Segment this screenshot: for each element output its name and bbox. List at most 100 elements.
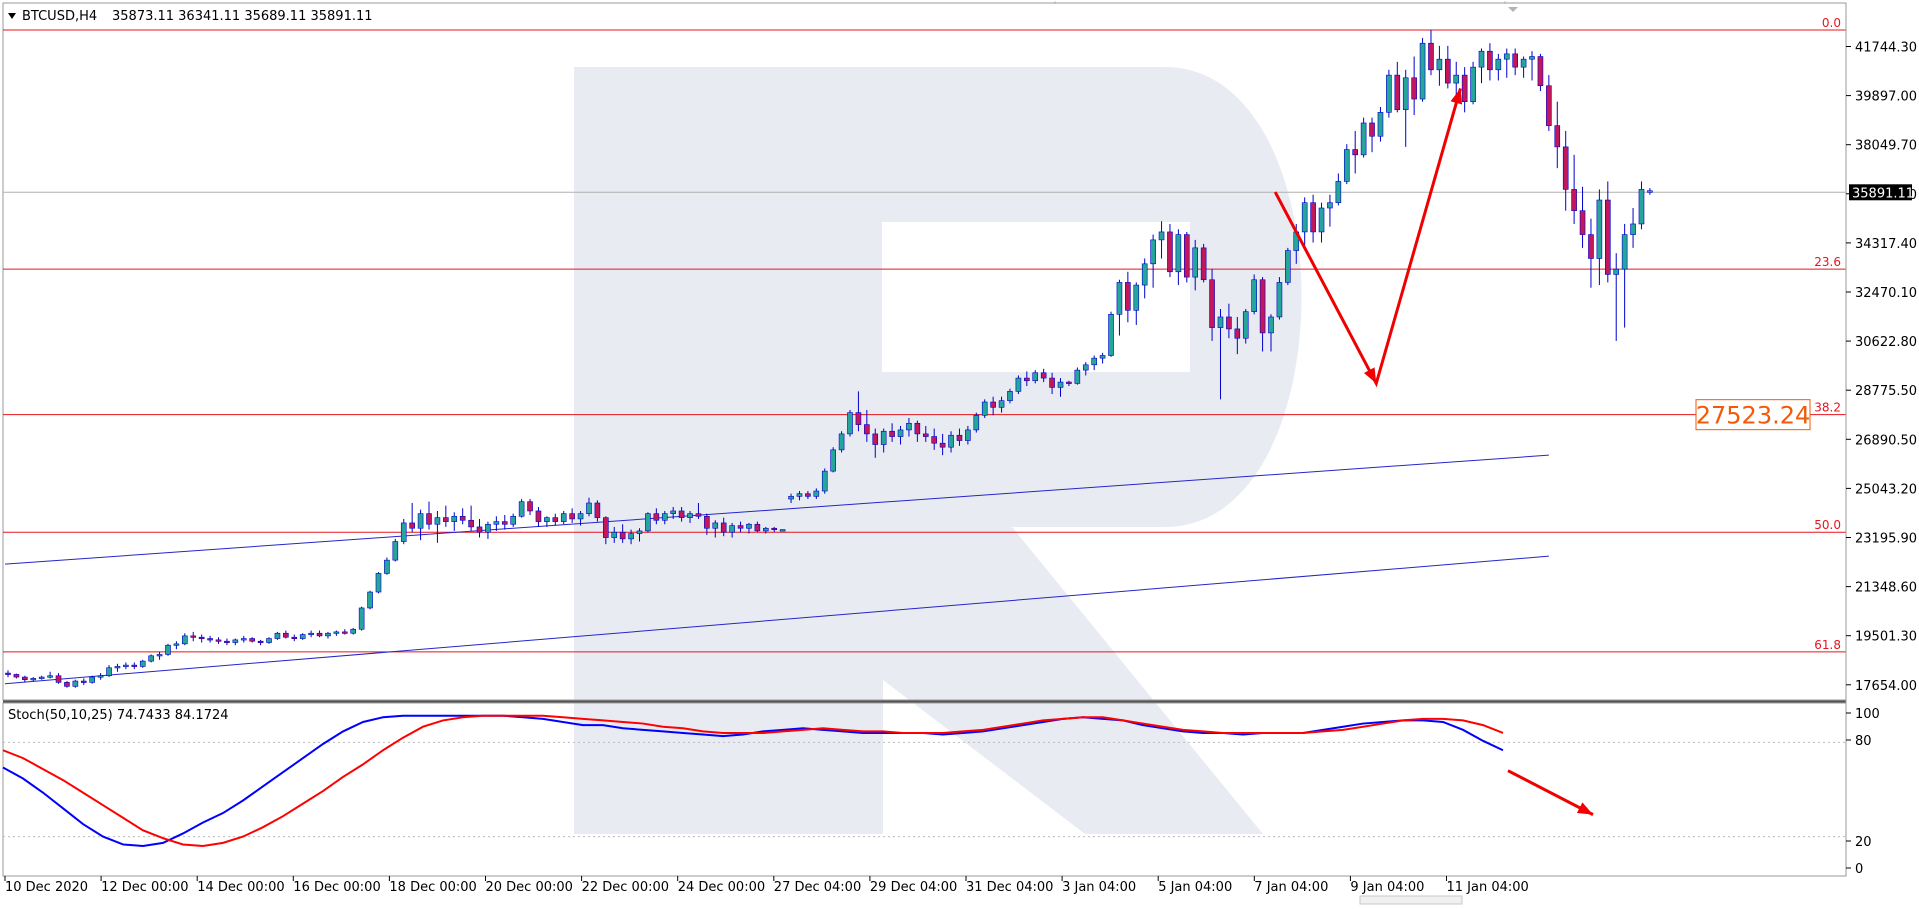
candle-body	[64, 682, 70, 687]
candle	[459, 508, 466, 525]
candle	[1327, 194, 1333, 227]
trend-channel-line	[4, 454, 1549, 565]
candle-body	[1066, 381, 1072, 384]
candle	[451, 512, 458, 531]
candle-body	[796, 493, 803, 497]
candle-body	[1226, 316, 1232, 330]
candle	[1638, 181, 1645, 230]
candle-body	[695, 513, 702, 517]
candle-body	[1478, 50, 1485, 68]
candle	[805, 491, 811, 500]
candle	[594, 500, 601, 522]
ohlc-readout: 35873.11 36341.11 35689.11 35891.11	[112, 9, 373, 24]
candle-body	[1647, 190, 1653, 193]
candle	[47, 671, 53, 679]
candle	[1394, 61, 1401, 113]
candle-body	[1613, 268, 1620, 275]
price-tick-label: 39897.00	[1855, 90, 1917, 105]
forecast-arrowhead	[1363, 367, 1377, 384]
candle	[569, 508, 575, 523]
candle-body	[628, 533, 634, 540]
candle	[880, 428, 887, 453]
time-tick-label: 5 Jan 04:00	[1158, 880, 1232, 895]
candle	[1007, 388, 1013, 404]
time-tick-label: 20 Dec 00:00	[486, 880, 573, 895]
candle-body	[299, 634, 306, 639]
time-tick-label: 31 Dec 04:00	[966, 880, 1053, 895]
candle-body	[1428, 42, 1434, 71]
candle-body	[661, 513, 668, 521]
candle	[922, 425, 929, 442]
candle	[341, 629, 348, 635]
candle	[1579, 186, 1586, 248]
candle	[89, 675, 95, 684]
candle	[80, 678, 87, 686]
candle-body	[400, 522, 407, 542]
candle-body	[973, 414, 980, 431]
candle-body	[1024, 377, 1030, 382]
candle-body	[1301, 202, 1308, 233]
candle-body	[123, 664, 129, 667]
candle	[358, 606, 365, 631]
candle-body	[847, 412, 853, 435]
candle-body	[38, 676, 45, 679]
candle	[106, 665, 112, 678]
candle	[661, 510, 668, 525]
candle-body	[1638, 189, 1645, 225]
time-tick-label: 24 Dec 00:00	[678, 880, 765, 895]
candle	[762, 526, 769, 534]
candle	[1554, 101, 1561, 169]
candle-body	[106, 667, 112, 677]
candle-body	[981, 401, 988, 416]
candle	[1386, 69, 1392, 118]
candle-body	[1091, 357, 1097, 366]
candle-body	[1621, 234, 1628, 270]
candle	[1285, 247, 1291, 286]
candle	[182, 633, 188, 646]
candle-body	[1546, 85, 1552, 126]
candle-body	[1369, 122, 1375, 137]
candle-body	[308, 632, 314, 636]
candle-body	[687, 513, 693, 518]
candle	[367, 590, 373, 610]
candle-body	[1074, 369, 1081, 384]
candle	[148, 654, 154, 663]
candle	[1049, 372, 1055, 395]
horizontal-scrollbar[interactable]	[1359, 895, 1463, 905]
candle	[704, 513, 710, 535]
candle	[1647, 188, 1653, 195]
candle	[1108, 311, 1114, 357]
candle-body	[830, 449, 836, 472]
candle	[1091, 355, 1097, 371]
candle	[1352, 130, 1358, 174]
candle-body	[805, 493, 811, 497]
candle	[207, 635, 213, 643]
candle-body	[855, 412, 862, 425]
candle-body	[97, 675, 104, 678]
candle	[1099, 352, 1106, 364]
candle	[1259, 277, 1266, 352]
candle	[788, 493, 794, 503]
fib-level-label: 23.6	[1814, 255, 1841, 269]
candle	[13, 673, 20, 679]
candle-body	[1242, 311, 1249, 339]
candle	[779, 529, 786, 532]
candle	[1015, 375, 1022, 395]
candle	[1226, 303, 1232, 339]
time-tick-label: 16 Dec 00:00	[293, 880, 380, 895]
candle-body	[1285, 250, 1291, 283]
candle	[434, 510, 441, 543]
candle	[1495, 53, 1502, 81]
candle-body	[80, 680, 87, 683]
fib-level-label: 38.2	[1814, 401, 1841, 415]
candle-body	[1503, 53, 1510, 60]
candle-body	[341, 631, 348, 634]
candle-body	[636, 530, 643, 534]
candle-body	[813, 490, 820, 497]
candle-body	[22, 676, 28, 681]
candle	[493, 516, 500, 531]
candle-body	[510, 515, 517, 525]
candle	[165, 643, 171, 656]
header-dropdown-icon[interactable]	[8, 13, 16, 19]
candle	[939, 433, 946, 456]
